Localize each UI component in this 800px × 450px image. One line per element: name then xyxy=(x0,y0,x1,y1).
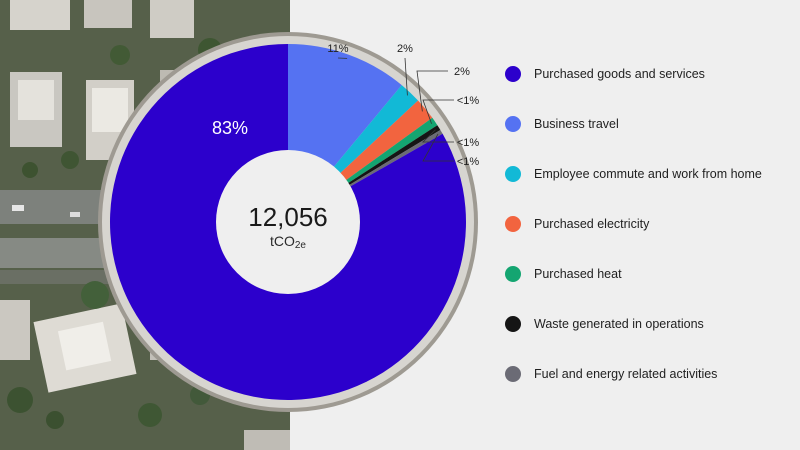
legend-label: Waste generated in operations xyxy=(534,317,704,331)
legend-swatch xyxy=(505,66,521,82)
slice-label-purchased-goods: 83% xyxy=(212,118,248,138)
legend-label: Purchased electricity xyxy=(534,217,649,231)
legend-item-purchased-heat: Purchased heat xyxy=(505,262,622,286)
legend-item-purchased-goods: Purchased goods and services xyxy=(505,62,705,86)
slice-label-business-travel: 11% xyxy=(327,43,348,55)
legend-item-employee-commute: Employee commute and work from home xyxy=(505,162,762,186)
legend-label: Fuel and energy related activities xyxy=(534,367,717,381)
legend-swatch xyxy=(505,366,521,382)
slice-label-purchased-electricity: 2% xyxy=(454,66,470,78)
legend-label: Purchased goods and services xyxy=(534,67,705,81)
slice-label-fuel-energy: <1% xyxy=(457,156,480,168)
legend-item-purchased-electricity: Purchased electricity xyxy=(505,212,649,236)
legend-swatch xyxy=(505,266,521,282)
legend-label: Employee commute and work from home xyxy=(534,167,762,181)
slice-label-waste: <1% xyxy=(457,137,480,149)
legend-swatch xyxy=(505,166,521,182)
legend-swatch xyxy=(505,216,521,232)
legend-swatch xyxy=(505,116,521,132)
legend-label: Purchased heat xyxy=(534,267,622,281)
total-value: 12,056 xyxy=(248,202,328,232)
legend-swatch xyxy=(505,316,521,332)
legend-label: Business travel xyxy=(534,117,619,131)
slice-label-employee-commute: 2% xyxy=(397,43,413,55)
legend-item-business-travel: Business travel xyxy=(505,112,619,136)
slice-label-purchased-heat: <1% xyxy=(457,95,480,107)
legend-item-fuel-energy: Fuel and energy related activities xyxy=(505,362,717,386)
legend-item-waste: Waste generated in operations xyxy=(505,312,704,336)
